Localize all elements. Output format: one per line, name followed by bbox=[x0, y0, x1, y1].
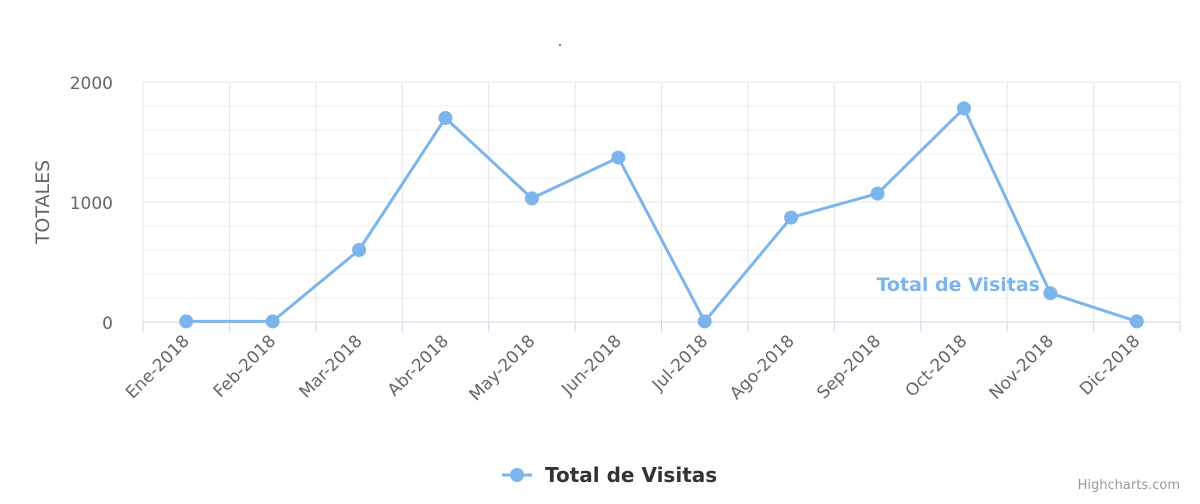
chart-title: . bbox=[558, 34, 562, 50]
y-tick-label: 0 bbox=[102, 314, 113, 334]
data-point[interactable] bbox=[352, 243, 367, 257]
x-axis: Ene-2018 Feb-2018 Mar-2018 Abr-2018 May-2018… bbox=[122, 322, 1181, 405]
data-point[interactable] bbox=[956, 101, 971, 116]
data-point[interactable] bbox=[870, 186, 885, 201]
credits-link[interactable]: Highcharts.com bbox=[1078, 478, 1180, 493]
data-point[interactable] bbox=[1129, 314, 1144, 329]
x-tick-label: Ene-2018 bbox=[122, 331, 194, 403]
series-data-label: Total de Visitas bbox=[876, 274, 1040, 296]
x-tick-label: Ago-2018 bbox=[726, 331, 799, 404]
x-tick-label: Jul-2018 bbox=[648, 331, 712, 395]
x-tick-label: Abr-2018 bbox=[384, 331, 453, 400]
y-axis-ticks: 0 1000 2000 bbox=[70, 74, 113, 334]
series-line bbox=[184, 106, 1139, 323]
data-point[interactable] bbox=[697, 314, 712, 329]
y-axis-title: TOTALES bbox=[32, 160, 54, 245]
data-point[interactable] bbox=[265, 314, 280, 329]
data-point[interactable] bbox=[438, 111, 453, 125]
series-group bbox=[179, 101, 1144, 329]
data-point[interactable] bbox=[179, 314, 194, 329]
data-point[interactable] bbox=[1043, 286, 1058, 301]
data-point[interactable] bbox=[784, 210, 799, 225]
x-tick-label: Dic-2018 bbox=[1076, 331, 1144, 399]
legend-dot-marker bbox=[510, 468, 524, 482]
legend-item-label[interactable]: Total de Visitas bbox=[545, 463, 717, 487]
vertical-gridlines bbox=[142, 82, 1181, 322]
x-tick-label: May-2018 bbox=[466, 331, 540, 405]
y-tick-label: 2000 bbox=[70, 74, 113, 94]
x-tick-label: Jun-2018 bbox=[557, 331, 626, 400]
x-tick-label: Nov-2018 bbox=[986, 331, 1058, 403]
y-tick-label: 1000 bbox=[70, 194, 113, 214]
x-tick-label: Oct-2018 bbox=[902, 331, 972, 401]
x-tick-label: Sep-2018 bbox=[813, 331, 885, 403]
data-point[interactable] bbox=[611, 150, 626, 165]
x-tick-label: Feb-2018 bbox=[210, 331, 280, 401]
legend[interactable]: Total de Visitas bbox=[502, 463, 717, 487]
x-tick-label: Mar-2018 bbox=[296, 331, 367, 402]
data-point[interactable] bbox=[524, 191, 539, 206]
